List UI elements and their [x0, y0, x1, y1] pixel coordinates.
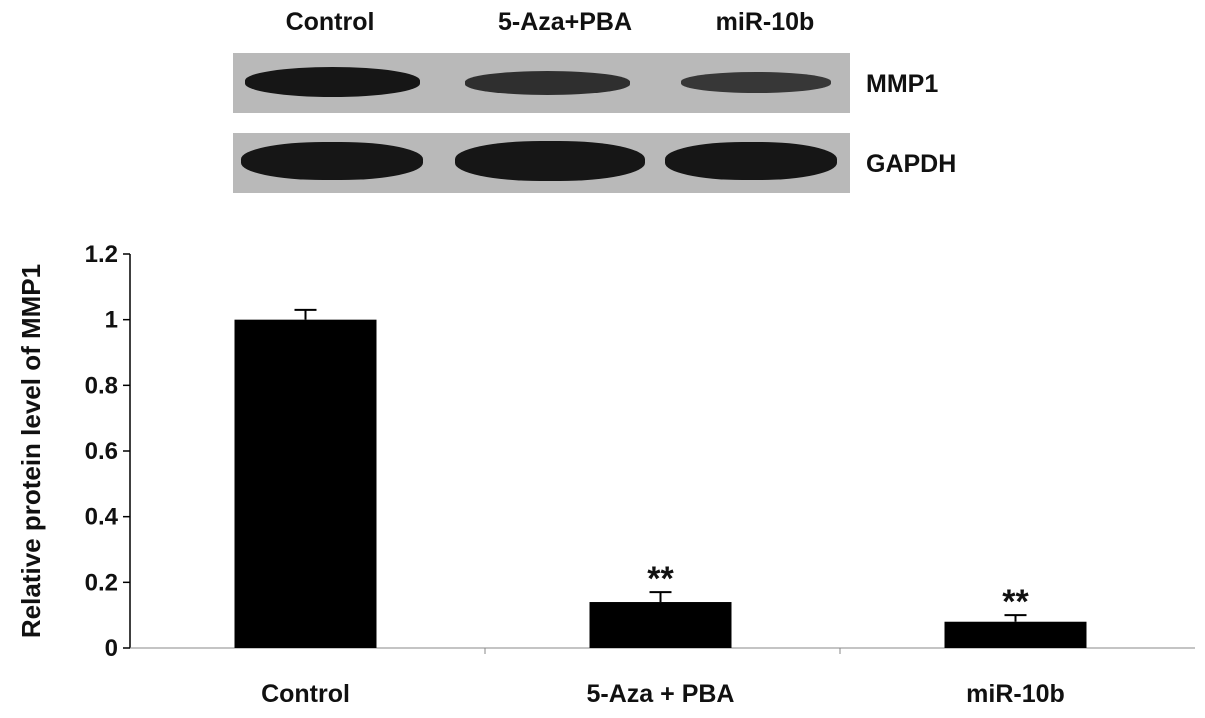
y-tick-label: 0.4 — [85, 504, 119, 531]
significance-label: ** — [647, 560, 674, 598]
blot-row-label-mmp1: MMP1 — [866, 70, 939, 98]
y-tick-label: 1 — [105, 307, 118, 334]
y-tick-label: 0.6 — [85, 438, 118, 465]
significance-label: ** — [1002, 583, 1029, 621]
blot-band-mmp1-control — [245, 67, 420, 97]
blot-lane-label-mir10b: miR-10b — [715, 8, 815, 36]
x-tick-label: Control — [261, 680, 350, 708]
blot-panel-gapdh — [233, 133, 850, 193]
y-axis-label: Relative protein level of MMP1 — [16, 264, 46, 638]
y-tick-label: 0.8 — [85, 372, 118, 399]
blot-row-label-gapdh: GAPDH — [866, 150, 957, 178]
blot-band-gapdh-5aza-pba — [455, 141, 645, 181]
blot-lane-label-5aza-pba: 5-Aza+PBA — [497, 8, 633, 36]
blot-band-gapdh-mir10b — [665, 142, 837, 180]
x-tick-label: 5-Aza + PBA — [587, 680, 735, 708]
blot-panel-mmp1 — [233, 53, 850, 113]
bar — [589, 602, 732, 648]
blot-band-mmp1-5aza-pba — [465, 71, 630, 95]
y-tick-label: 1.2 — [85, 241, 118, 268]
bar — [234, 319, 377, 648]
y-tick-label: 0 — [105, 635, 118, 662]
bar — [944, 621, 1087, 648]
blot-band-gapdh-control — [241, 142, 423, 180]
y-tick-label: 0.2 — [85, 569, 118, 596]
blot-lane-label-control: Control — [285, 8, 375, 36]
x-tick-label: miR-10b — [966, 680, 1065, 708]
blot-band-mmp1-mir10b — [681, 72, 831, 93]
